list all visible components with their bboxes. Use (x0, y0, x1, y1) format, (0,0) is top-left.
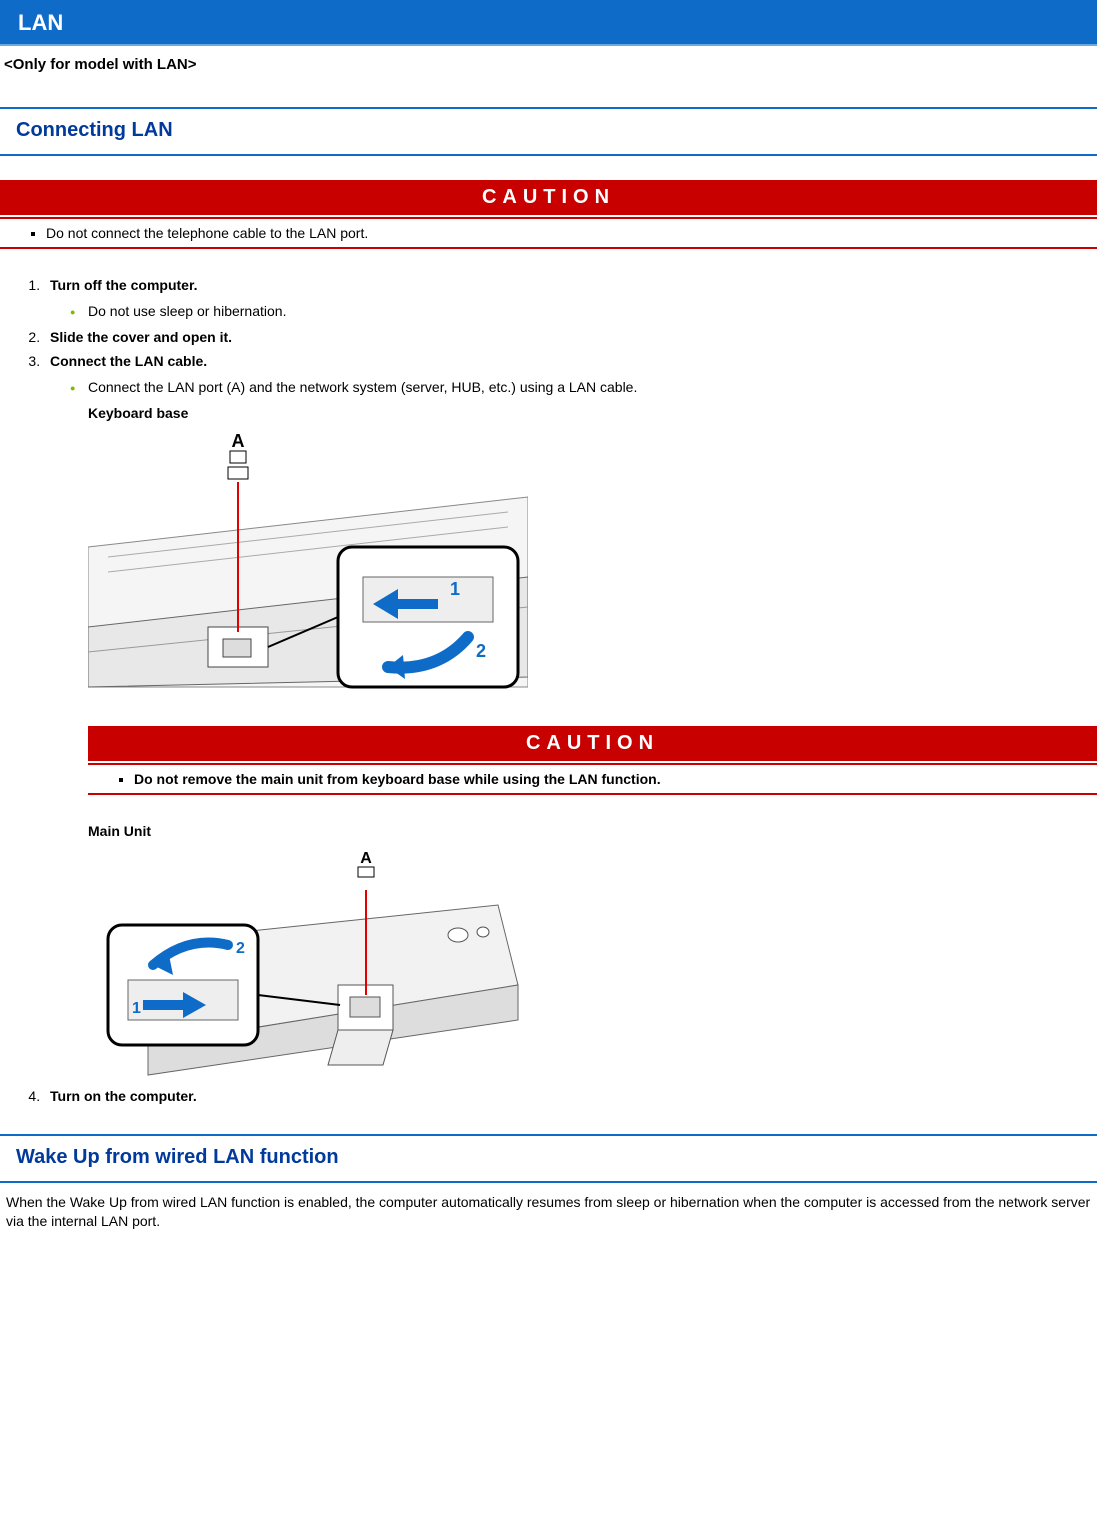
page-title-bar: LAN (0, 0, 1097, 46)
section-heading: Connecting LAN (16, 119, 1081, 142)
figure-label: Main Unit (88, 823, 1097, 839)
section-connecting-lan: Connecting LAN (0, 107, 1097, 156)
caution-banner: CAUTION (88, 726, 1097, 761)
step-title: Connect the LAN cable. (50, 353, 207, 369)
step-4: Turn on the computer. (44, 1088, 1097, 1104)
caution-banner: CAUTION (0, 180, 1097, 215)
model-note: <Only for model with LAN> (0, 46, 1097, 97)
caution-label: CAUTION (526, 732, 659, 754)
svg-text:A: A (360, 850, 372, 867)
figure-label: Keyboard base (88, 405, 1097, 421)
svg-text:2: 2 (476, 641, 486, 661)
svg-text:2: 2 (236, 940, 245, 957)
steps-list: Turn off the computer. Do not use sleep … (0, 277, 1097, 1104)
caution-item: Do not remove the main unit from keyboar… (134, 771, 1069, 787)
step-sub: Connect the LAN port (A) and the network… (88, 379, 1097, 395)
step-title: Turn off the computer. (50, 277, 198, 293)
caution-item: Do not connect the telephone cable to th… (46, 225, 1069, 241)
marker-a: A (232, 431, 245, 451)
svg-text:1: 1 (132, 1000, 141, 1017)
step-title: Turn on the computer. (50, 1088, 197, 1104)
section-heading: Wake Up from wired LAN function (16, 1146, 1081, 1169)
caution-body: Do not remove the main unit from keyboar… (88, 763, 1097, 795)
body-paragraph: When the Wake Up from wired LAN function… (0, 1183, 1097, 1241)
step-1: Turn off the computer. Do not use sleep … (44, 277, 1097, 319)
step-sub: Do not use sleep or hibernation. (88, 303, 1097, 319)
step-3: Connect the LAN cable. Connect the LAN p… (44, 353, 1097, 1080)
section-wake-up: Wake Up from wired LAN function (0, 1134, 1097, 1183)
svg-text:1: 1 (450, 579, 460, 599)
figure-main-unit: A 2 1 (88, 845, 1097, 1080)
caution-label: CAUTION (482, 186, 615, 208)
step-2: Slide the cover and open it. (44, 329, 1097, 345)
step-title: Slide the cover and open it. (50, 329, 232, 345)
caution-body: Do not connect the telephone cable to th… (0, 217, 1097, 249)
page-title: LAN (18, 10, 63, 35)
figure-keyboard-base: A 1 2 (88, 427, 1097, 702)
